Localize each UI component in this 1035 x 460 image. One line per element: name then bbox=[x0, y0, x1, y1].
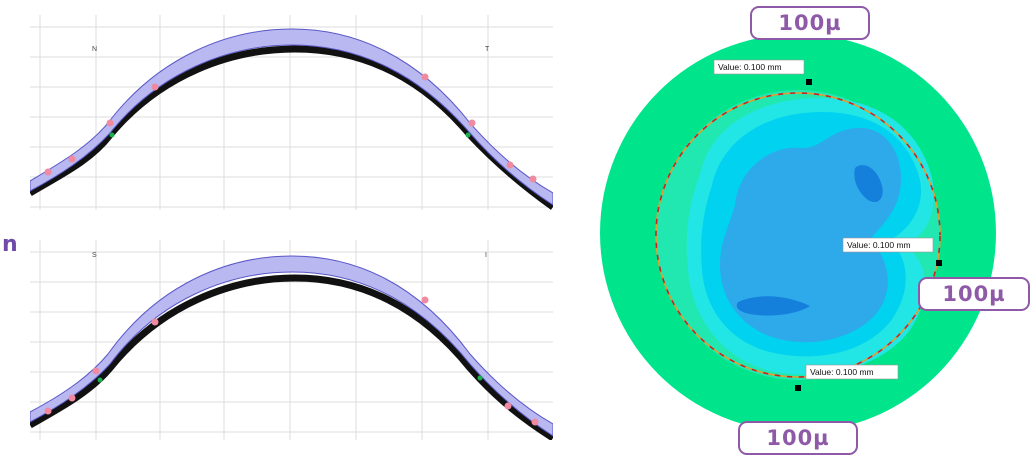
tangent-point bbox=[97, 377, 103, 383]
value-label-right: Value: 0.100 mm bbox=[842, 237, 942, 266]
cross-section-top-svg: N T bbox=[30, 15, 553, 210]
tangent-points bbox=[97, 375, 483, 383]
clearance-map-svg: Value: 0.100 mm Value: 0.100 mm Value: 0… bbox=[600, 34, 996, 432]
cross-section-bottom-svg: S I bbox=[30, 240, 553, 440]
tangent-point bbox=[109, 132, 115, 138]
control-point bbox=[421, 73, 429, 81]
panel-top-right-letter: T bbox=[485, 46, 490, 53]
square-marker-icon bbox=[936, 260, 942, 266]
control-point bbox=[151, 83, 159, 91]
control-point bbox=[506, 161, 514, 169]
tangent-point bbox=[477, 375, 483, 381]
clearance-badge-top: 100µ bbox=[750, 6, 870, 40]
lens-band bbox=[30, 28, 553, 206]
grid-lines bbox=[30, 240, 553, 440]
value-label-top-text: Value: 0.100 mm bbox=[718, 62, 782, 72]
tangent-points bbox=[109, 132, 471, 138]
cross-section-panel-top: N T bbox=[30, 15, 553, 210]
clearance-badge-right: 100µ bbox=[918, 277, 1030, 311]
panel-bottom-left-letter: S bbox=[92, 252, 97, 259]
control-point bbox=[106, 119, 114, 127]
square-marker-icon bbox=[806, 79, 812, 85]
control-points bbox=[44, 73, 537, 183]
value-label-bottom-text: Value: 0.100 mm bbox=[810, 367, 874, 377]
cornea-curve bbox=[30, 274, 553, 440]
map-zone-4a bbox=[854, 165, 883, 203]
control-point bbox=[504, 402, 512, 410]
control-point bbox=[151, 318, 159, 326]
clearance-circle-dash-orange bbox=[655, 92, 941, 378]
panel-bottom-right-letter: I bbox=[485, 252, 487, 259]
control-points bbox=[44, 296, 539, 426]
map-zone-4b bbox=[736, 296, 810, 316]
value-label-right-text: Value: 0.100 mm bbox=[847, 240, 911, 250]
control-point bbox=[529, 175, 537, 183]
control-point bbox=[44, 407, 52, 415]
control-point bbox=[531, 418, 539, 426]
control-point bbox=[44, 168, 52, 176]
square-marker-icon bbox=[795, 385, 801, 391]
lens-band bbox=[30, 255, 553, 437]
control-point bbox=[468, 119, 476, 127]
cross-section-panel-bottom: S I bbox=[30, 240, 553, 440]
control-point bbox=[68, 155, 76, 163]
control-point bbox=[92, 367, 100, 375]
value-label-bottom: Value: 0.100 mm bbox=[795, 364, 899, 391]
value-label-top: Value: 0.100 mm bbox=[713, 59, 812, 85]
cornea-curve bbox=[30, 45, 553, 210]
panel-top-left-letter: N bbox=[92, 46, 97, 53]
left-edge-letter: n bbox=[2, 232, 18, 257]
clearance-badge-bottom: 100µ bbox=[738, 421, 858, 455]
control-point bbox=[421, 296, 429, 304]
tangent-point bbox=[465, 132, 471, 138]
clearance-map: Value: 0.100 mm Value: 0.100 mm Value: 0… bbox=[560, 0, 1035, 455]
control-point bbox=[68, 394, 76, 402]
